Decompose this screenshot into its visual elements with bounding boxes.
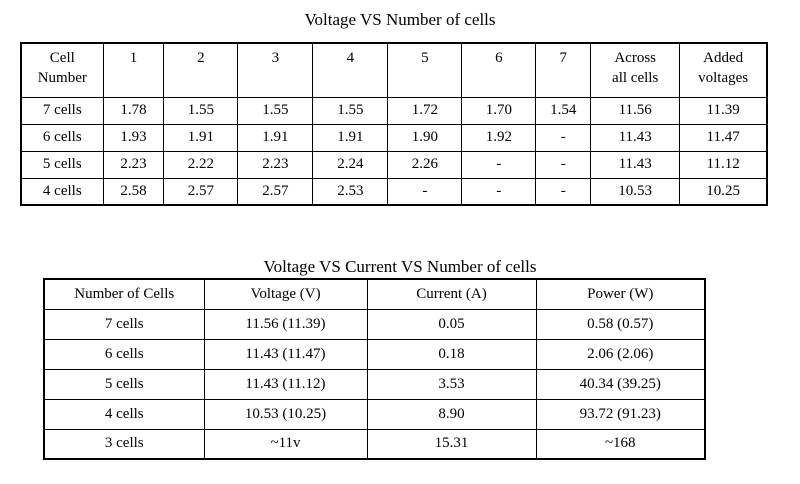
voltage-vs-cells-table: Cell Number 1 2 3 4 5 6 7 Across all cells Added … <box>20 42 768 206</box>
table-header-row: Cell Number 1 2 3 4 5 6 7 Across all cells Added … <box>20 42 768 98</box>
table-cell: - <box>387 177 463 206</box>
row-label-cell: 7 cells <box>43 308 205 340</box>
row-label-cell: 4 cells <box>43 398 205 430</box>
table-cell: 2.57 <box>237 177 314 206</box>
column-header: Number of Cells <box>43 278 205 310</box>
table2-title: Voltage VS Current VS Number of cells <box>263 257 537 276</box>
table-cell: 11.47 <box>679 123 768 152</box>
row-label-cell: 4 cells <box>20 177 104 206</box>
table-cell: 11.39 <box>679 96 768 125</box>
table-cell: 10.53 <box>590 177 681 206</box>
column-header: 1 <box>102 42 165 98</box>
table-cell: 11.56 (11.39) <box>203 308 368 340</box>
table-cell: - <box>461 177 537 206</box>
table-cell: 10.53 (10.25) <box>203 398 368 430</box>
table-cell: 0.05 <box>366 308 537 340</box>
row-label-cell: 5 cells <box>20 150 104 179</box>
row-label-cell: 6 cells <box>43 338 205 370</box>
column-header: Power (W) <box>535 278 706 310</box>
column-header: Current (A) <box>366 278 537 310</box>
table-cell: 15.31 <box>366 428 537 460</box>
table-cell: - <box>535 150 592 179</box>
table-cell: 2.06 (2.06) <box>535 338 706 370</box>
table1-title: Voltage VS Number of cells <box>304 10 496 29</box>
table-cell: 2.58 <box>102 177 165 206</box>
table-cell: 1.92 <box>461 123 537 152</box>
table-cell: 1.91 <box>237 123 314 152</box>
table-cell: 11.43 (11.12) <box>203 368 368 400</box>
table-cell: 11.43 (11.47) <box>203 338 368 370</box>
table-cell: 11.56 <box>590 96 681 125</box>
table-cell: 11.12 <box>679 150 768 179</box>
row-label-cell: 3 cells <box>43 428 205 460</box>
table-cell: 1.90 <box>387 123 463 152</box>
table-cell: 2.24 <box>312 150 389 179</box>
table-cell: 1.93 <box>102 123 165 152</box>
column-header: 5 <box>387 42 463 98</box>
column-header: Voltage (V) <box>203 278 368 310</box>
table-cell: 2.57 <box>163 177 239 206</box>
table-cell: ~168 <box>535 428 706 460</box>
column-header: 6 <box>461 42 537 98</box>
table-cell: 1.55 <box>312 96 389 125</box>
table-cell: 2.22 <box>163 150 239 179</box>
table-cell: 1.70 <box>461 96 537 125</box>
table-cell: 2.26 <box>387 150 463 179</box>
table-cell: - <box>461 150 537 179</box>
table-cell: 1.55 <box>237 96 314 125</box>
table-cell: 2.23 <box>237 150 314 179</box>
table-cell: 1.91 <box>312 123 389 152</box>
column-header: Added voltages <box>679 42 768 98</box>
table-row: 3 cells ~11v 15.31 ~168 <box>43 428 706 460</box>
table-row: 4 cells 10.53 (10.25) 8.90 93.72 (91.23) <box>43 398 706 430</box>
voltage-current-table: Number of Cells Voltage (V) Current (A) Pow… <box>43 278 706 460</box>
table-row: 7 cells 11.56 (11.39) 0.05 0.58 (0.57) <box>43 308 706 340</box>
column-header: 3 <box>237 42 314 98</box>
table-cell: - <box>535 177 592 206</box>
table-cell: 40.34 (39.25) <box>535 368 706 400</box>
table-row: 7 cells 1.78 1.55 1.55 1.55 1.72 1.70 1.54 11.56… <box>20 96 768 125</box>
column-header: 2 <box>163 42 239 98</box>
table-cell: 1.91 <box>163 123 239 152</box>
table-row: 5 cells 11.43 (11.12) 3.53 40.34 (39.25) <box>43 368 706 400</box>
column-header: 7 <box>535 42 592 98</box>
table-row: 6 cells 1.93 1.91 1.91 1.91 1.90 1.92-11.43 11.… <box>20 123 768 152</box>
row-label-cell: 5 cells <box>43 368 205 400</box>
table-cell: 1.72 <box>387 96 463 125</box>
table-cell: 1.54 <box>535 96 592 125</box>
table-cell: ~11v <box>203 428 368 460</box>
table-row: 5 cells 2.23 2.22 2.23 2.24 2.26- -11.43 11.12 <box>20 150 768 179</box>
table-cell: 8.90 <box>366 398 537 430</box>
table-cell: 93.72 (91.23) <box>535 398 706 430</box>
column-header: Cell Number <box>20 42 104 98</box>
row-label-cell: 6 cells <box>20 123 104 152</box>
table-cell: 10.25 <box>679 177 768 206</box>
table-cell: 2.23 <box>102 150 165 179</box>
table-cell: 0.18 <box>366 338 537 370</box>
column-header: Across all cells <box>590 42 681 98</box>
table-cell: - <box>535 123 592 152</box>
row-label-cell: 7 cells <box>20 96 104 125</box>
table-row: 4 cells 2.58 2.57 2.57 2.53- - -10.53 10.25 <box>20 177 768 206</box>
table-cell: 11.43 <box>590 150 681 179</box>
table-cell: 0.58 (0.57) <box>535 308 706 340</box>
table-cell: 2.53 <box>312 177 389 206</box>
table-cell: 1.55 <box>163 96 239 125</box>
table-cell: 3.53 <box>366 368 537 400</box>
column-header: 4 <box>312 42 389 98</box>
table-cell: 11.43 <box>590 123 681 152</box>
table-header-row: Number of Cells Voltage (V) Current (A) Pow… <box>43 278 706 310</box>
table-row: 6 cells 11.43 (11.47) 0.18 2.06 (2.06) <box>43 338 706 370</box>
table-cell: 1.78 <box>102 96 165 125</box>
